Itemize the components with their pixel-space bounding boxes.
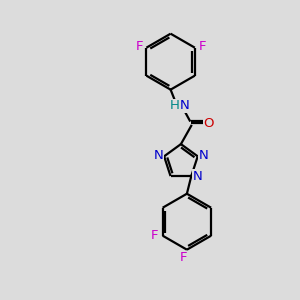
Text: F: F xyxy=(180,251,188,264)
Text: H: H xyxy=(170,99,180,112)
Text: F: F xyxy=(151,229,158,242)
Text: N: N xyxy=(199,149,208,162)
Text: N: N xyxy=(192,170,202,183)
Text: F: F xyxy=(198,40,206,53)
Text: O: O xyxy=(204,117,214,130)
Text: F: F xyxy=(135,40,143,53)
Text: N: N xyxy=(180,99,189,112)
Text: N: N xyxy=(153,149,163,162)
